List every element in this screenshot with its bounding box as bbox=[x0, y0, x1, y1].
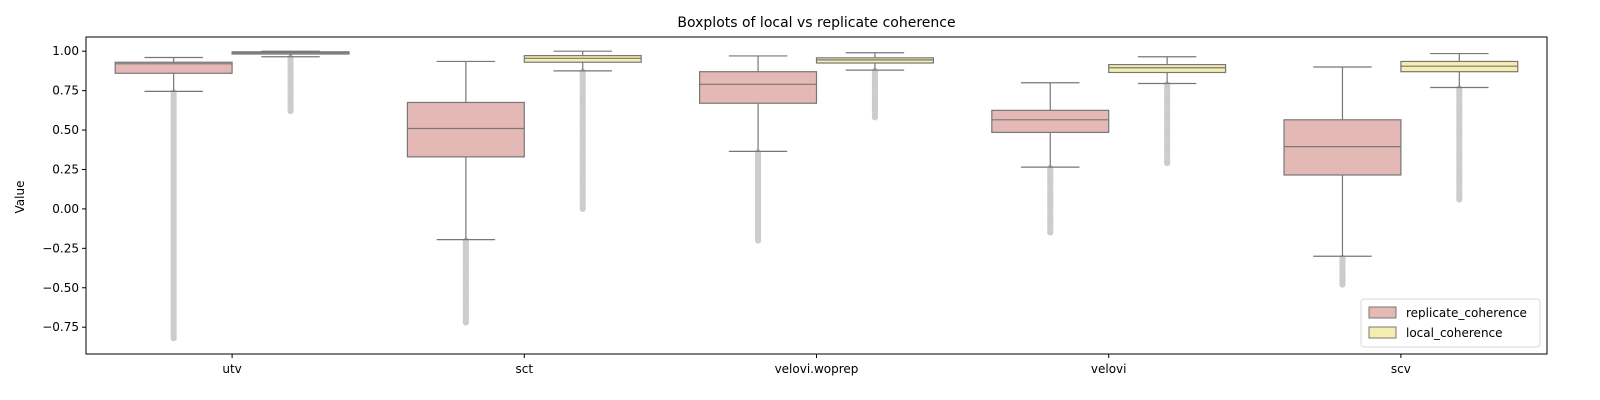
flier-point bbox=[871, 86, 878, 93]
box-body bbox=[523, 55, 642, 63]
box-body bbox=[1283, 119, 1402, 176]
flier-point bbox=[1456, 129, 1463, 136]
flier-point bbox=[287, 97, 294, 104]
legend-label-replicate_coherence: replicate_coherence bbox=[1406, 306, 1527, 320]
y-tick-label: −0.25 bbox=[42, 241, 79, 255]
flier-point bbox=[170, 187, 177, 194]
x-tick-label: velovi.woprep bbox=[775, 362, 859, 376]
flier-point bbox=[579, 178, 586, 185]
y-tick-label: 0.75 bbox=[52, 84, 79, 98]
flier-point bbox=[1164, 128, 1171, 135]
flier-point bbox=[579, 205, 586, 212]
box-body bbox=[1108, 63, 1227, 74]
axes: 1.00 0.75 0.50 0.25 0.00 −0.25 −0.50 −0.75 utv sc… bbox=[42, 36, 1548, 376]
y-tick-label: 0.00 bbox=[52, 202, 79, 216]
flier-point bbox=[462, 319, 469, 326]
box-body bbox=[991, 109, 1110, 134]
flier-point bbox=[462, 303, 469, 310]
legend-swatch-replicate_coherence bbox=[1368, 306, 1397, 319]
chart-title: Boxplots of local vs replicate coherence bbox=[677, 15, 955, 31]
y-tick-label: 0.25 bbox=[52, 162, 79, 176]
flier-point bbox=[755, 202, 762, 209]
flier-point bbox=[579, 151, 586, 158]
y-tick-label: 1.00 bbox=[52, 44, 79, 58]
flier-point bbox=[287, 65, 294, 72]
box-local_coherence-velovi bbox=[1108, 56, 1227, 167]
x-tick-label: sct bbox=[516, 362, 534, 376]
flier-point bbox=[287, 108, 294, 115]
x-tick-label: velovi bbox=[1091, 362, 1127, 376]
box-replicate_coherence-scv bbox=[1283, 66, 1402, 288]
flier-point bbox=[1456, 174, 1463, 181]
flier-point bbox=[755, 184, 762, 191]
box-replicate_coherence-velovi.woprep bbox=[699, 55, 818, 244]
flier-point bbox=[1456, 196, 1463, 203]
x-tick-label: utv bbox=[222, 362, 241, 376]
flier-point bbox=[1047, 190, 1054, 197]
x-tick-label: scv bbox=[1391, 362, 1411, 376]
flier-point bbox=[170, 138, 177, 145]
box-local_coherence-scv bbox=[1400, 52, 1519, 203]
flier-point bbox=[1164, 112, 1171, 119]
plot-area bbox=[114, 50, 1519, 342]
box-local_coherence-utv bbox=[231, 50, 350, 115]
flier-point bbox=[287, 75, 294, 82]
flier-point bbox=[170, 335, 177, 342]
box-body bbox=[406, 101, 525, 158]
flier-point bbox=[1047, 216, 1054, 223]
legend: replicate_coherence local_coherence bbox=[1360, 298, 1541, 348]
box-body bbox=[699, 71, 818, 104]
flier-point bbox=[1456, 151, 1463, 158]
flier-point bbox=[1164, 144, 1171, 151]
flier-point bbox=[579, 96, 586, 103]
flier-point bbox=[871, 77, 878, 84]
legend-label-local_coherence: local_coherence bbox=[1406, 326, 1503, 340]
box-body bbox=[114, 61, 233, 74]
flier-point bbox=[755, 237, 762, 244]
box-local_coherence-velovi.woprep bbox=[815, 52, 934, 121]
y-tick-label: −0.50 bbox=[42, 281, 79, 295]
box-replicate_coherence-sct bbox=[406, 60, 525, 326]
y-tick-label: −0.75 bbox=[42, 320, 79, 334]
legend-box bbox=[1360, 298, 1541, 348]
flier-point bbox=[755, 166, 762, 173]
flier-point bbox=[170, 236, 177, 243]
flier-point bbox=[871, 114, 878, 121]
y-axis-label: Value bbox=[13, 181, 27, 214]
box-replicate_coherence-utv bbox=[114, 56, 233, 342]
flier-point bbox=[170, 286, 177, 293]
y-tick-label: 0.50 bbox=[52, 123, 79, 137]
flier-point bbox=[1047, 203, 1054, 210]
flier-point bbox=[1456, 107, 1463, 114]
box-replicate_coherence-velovi bbox=[991, 82, 1110, 236]
legend-swatch-local_coherence bbox=[1368, 326, 1397, 339]
flier-point bbox=[1047, 177, 1054, 184]
flier-point bbox=[462, 253, 469, 260]
flier-point bbox=[579, 123, 586, 130]
flier-point bbox=[462, 286, 469, 293]
flier-point bbox=[462, 270, 469, 277]
flier-point bbox=[1047, 229, 1054, 236]
flier-point bbox=[755, 219, 762, 226]
flier-point bbox=[287, 86, 294, 93]
box-local_coherence-sct bbox=[523, 50, 642, 212]
flier-point bbox=[871, 95, 878, 102]
flier-point bbox=[1164, 160, 1171, 167]
flier-point bbox=[1164, 97, 1171, 104]
flier-point bbox=[871, 105, 878, 112]
